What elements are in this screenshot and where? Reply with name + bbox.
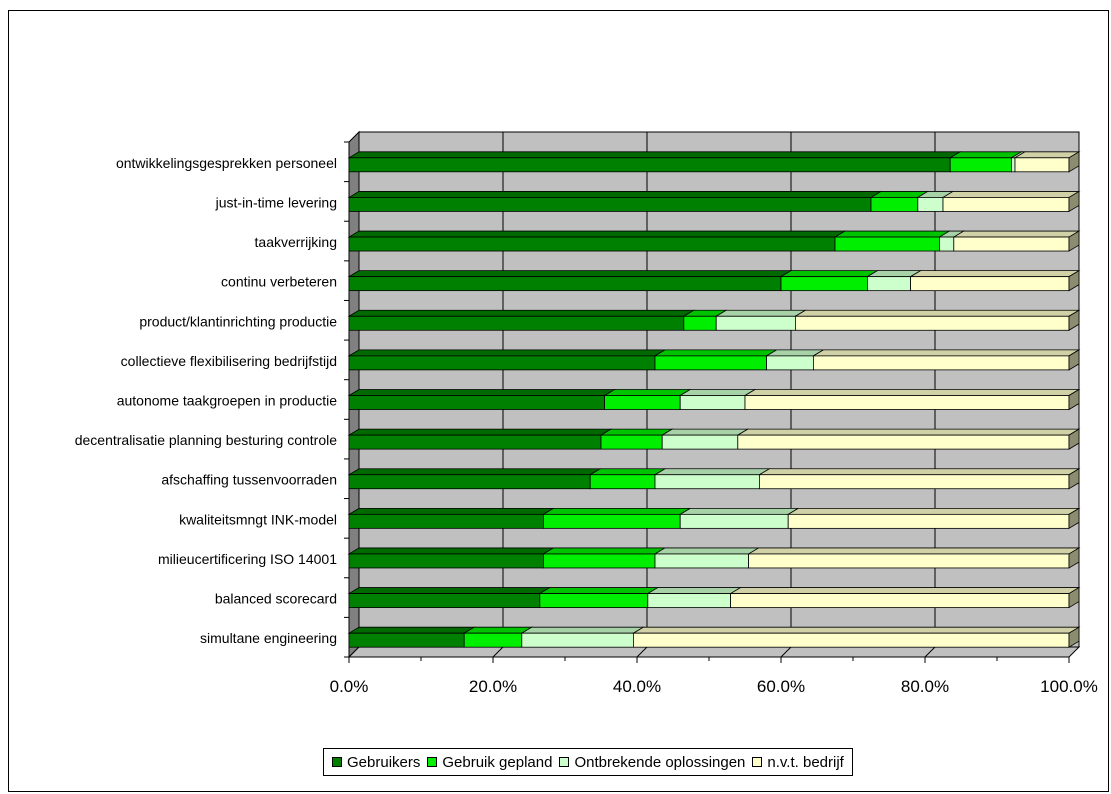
bar-segment [538,587,660,608]
bar-segment [793,309,1081,331]
category-label: balanced scorecard [215,591,337,607]
legend: Gebruikers Gebruik gepland Ontbrekende opl… [323,748,853,776]
category-label: product/klantinrichting productie [139,313,337,329]
category-label: decentralisatie planning besturing contr… [75,432,337,448]
bar-segment [948,151,1023,173]
x-tick-label: 100.0% [1040,677,1098,696]
bar-segment [714,309,807,331]
bar-segment [541,507,692,529]
legend-swatch [427,757,438,767]
bar-segment [520,626,645,648]
gridline [492,646,504,658]
legend-item: Gebruik gepland [427,754,552,771]
category-label: just-in-time levering [215,194,337,210]
bar-segment [631,626,1081,648]
legend-label: Ontbrekende oplossingen [574,753,746,771]
gridline [924,646,936,658]
bar-segment [811,349,1081,371]
bar-segment [653,547,761,569]
bar-segment [347,191,883,212]
bar-segment [653,349,779,371]
bar-segment [660,428,750,450]
bar-segment [347,547,555,569]
bar-segment [347,428,613,450]
bar-segment [833,230,951,252]
bar-segment [909,269,1081,292]
bar-segment [347,349,667,371]
legend-label: n.v.t. bedrijf [767,753,844,771]
legend-item: Ontbrekende oplossingen [559,754,745,771]
chart-frame: 0.0% 20.0% 40.0% 60.0% 80.0% 100.0% ontwikkeli… [8,10,1109,792]
category-label: afschaffing tussenvoorraden [161,472,337,488]
bar-segment [757,468,1081,490]
stacked-bar-chart: 0.0% 20.0% 40.0% 60.0% 80.0% 100.0% ontwikkeli… [75,130,1098,696]
category-label: simultane engineering [200,630,337,646]
bar-segment [347,389,617,410]
bar-segment [736,428,1081,450]
legend-label: Gebruik gepland [442,753,553,771]
floor [347,646,1081,658]
bar-segment [347,151,962,173]
x-tick-label: 60.0% [757,677,805,696]
bar-segment [588,468,667,490]
bar-segment [347,270,793,292]
bar-segment [347,587,552,608]
category-label: continu verbeteren [221,274,337,290]
category-label: autonome taakgroepen in productie [117,393,337,409]
bar-segment [347,468,602,490]
legend-label: Gebruikers [347,753,421,771]
bar-segment [729,586,1081,609]
x-tick-label: 80.0% [901,677,949,696]
bar-segment [541,547,667,569]
bar-segment [653,468,771,490]
category-label: ontwikkelingsgesprekken personeel [116,155,337,171]
bar-segment [678,507,800,529]
bar-segment [682,309,728,331]
bar-segment [599,428,674,450]
bar-segment [747,547,1081,569]
bar-segment [678,389,757,410]
bar-segment [347,230,847,252]
bar-segment [743,388,1081,411]
bar-segment [779,270,879,292]
bar-segment [941,190,1081,213]
bar-segment [603,389,692,410]
bar-segment [347,507,555,529]
legend-item: Gebruikers [332,754,420,771]
bar-segment [1013,151,1081,173]
legend-swatch [332,757,342,767]
bar-segment [952,230,1081,252]
gridline [780,646,792,658]
legend-swatch [559,757,570,767]
category-label: milieucertificering ISO 14001 [158,551,337,567]
legend-swatch [752,757,763,767]
bar-segment [646,587,743,608]
category-label: taakverrijking [255,234,337,250]
bar-segment [786,507,1081,530]
legend-item: n.v.t. bedrijf [752,753,844,771]
x-tick-label: 20.0% [469,677,517,696]
bar-segment [347,309,696,331]
bar-segment [865,270,923,292]
gridline [636,646,648,658]
category-label: kwaliteitsmngt INK-model [179,511,337,527]
bar-segment [347,626,476,648]
x-tick-label: 40.0% [613,677,661,696]
x-tick-label: 0.0% [330,677,369,696]
category-label: collectieve flexibilisering bedrijfstijd [121,353,337,369]
